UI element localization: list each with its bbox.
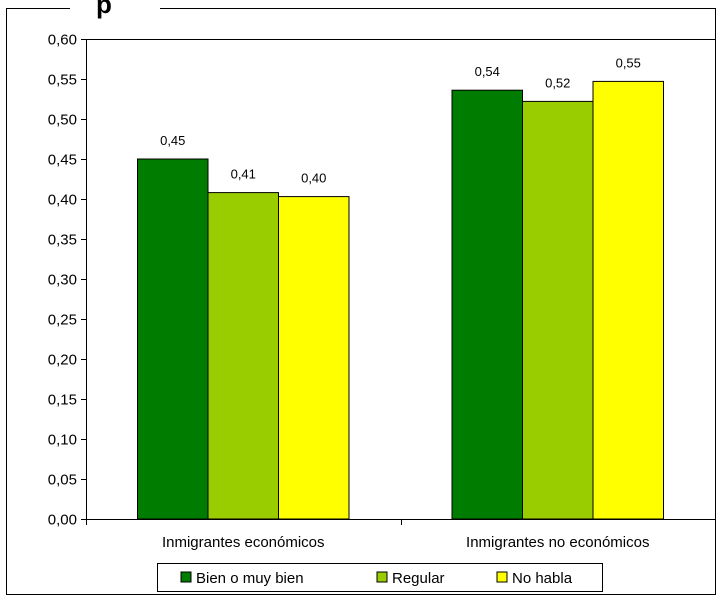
x-category-label: Inmigrantes no económicos [466,534,649,551]
legend-label: Bien o muy bien [196,570,304,587]
data-label: 0,52 [545,75,570,90]
y-tick-label: 0,60 [48,32,77,49]
bar-bien-o-muy-bien [451,89,523,520]
bar-no-habla [278,196,350,520]
legend-swatch [376,571,388,583]
y-axis: 0,00 0,05 0,10 0,15 0,20 0,25 0,30 0,35 0,40 0,45… [48,32,86,529]
data-label: 0,45 [160,133,185,148]
y-tick-label: 0,55 [48,72,77,89]
bar-regular [207,192,279,520]
data-label: 0,40 [301,171,326,186]
y-tick-label: 0,35 [48,232,77,249]
y-tick-label: 0,25 [48,312,77,329]
y-tick-label: 0,45 [48,152,77,169]
y-tick-label: 0,10 [48,432,77,449]
data-label: 0,41 [231,167,256,182]
title-cover [70,0,160,14]
y-tick-label: 0,20 [48,352,77,369]
data-label: 0,54 [475,64,500,79]
y-tick-label: 0,00 [48,512,77,529]
x-category-label: Inmigrantes económicos [162,534,325,551]
legend: Bien o muy bien Regular No habla [157,563,603,592]
y-tick-label: 0,40 [48,192,77,209]
legend-swatch [180,571,192,583]
bar-bien-o-muy-bien [137,158,209,520]
bars-group [137,80,664,520]
y-tick-label: 0,30 [48,272,77,289]
bar-no-habla [592,80,664,520]
y-tick-label: 0,05 [48,472,77,489]
legend-swatch [496,571,508,583]
y-tick-label: 0,50 [48,112,77,129]
y-tick-label: 0,15 [48,392,77,409]
legend-label: Regular [392,570,445,587]
data-labels-group: 0,45 0,54 0,41 0,52 0,40 0,55 [160,55,641,185]
x-axis: Inmigrantes económicos Inmigrantes no eco… [86,519,716,551]
legend-label: No habla [512,570,573,587]
bar-regular [522,100,594,520]
data-label: 0,55 [616,55,641,70]
chart-title: p [96,0,112,19]
